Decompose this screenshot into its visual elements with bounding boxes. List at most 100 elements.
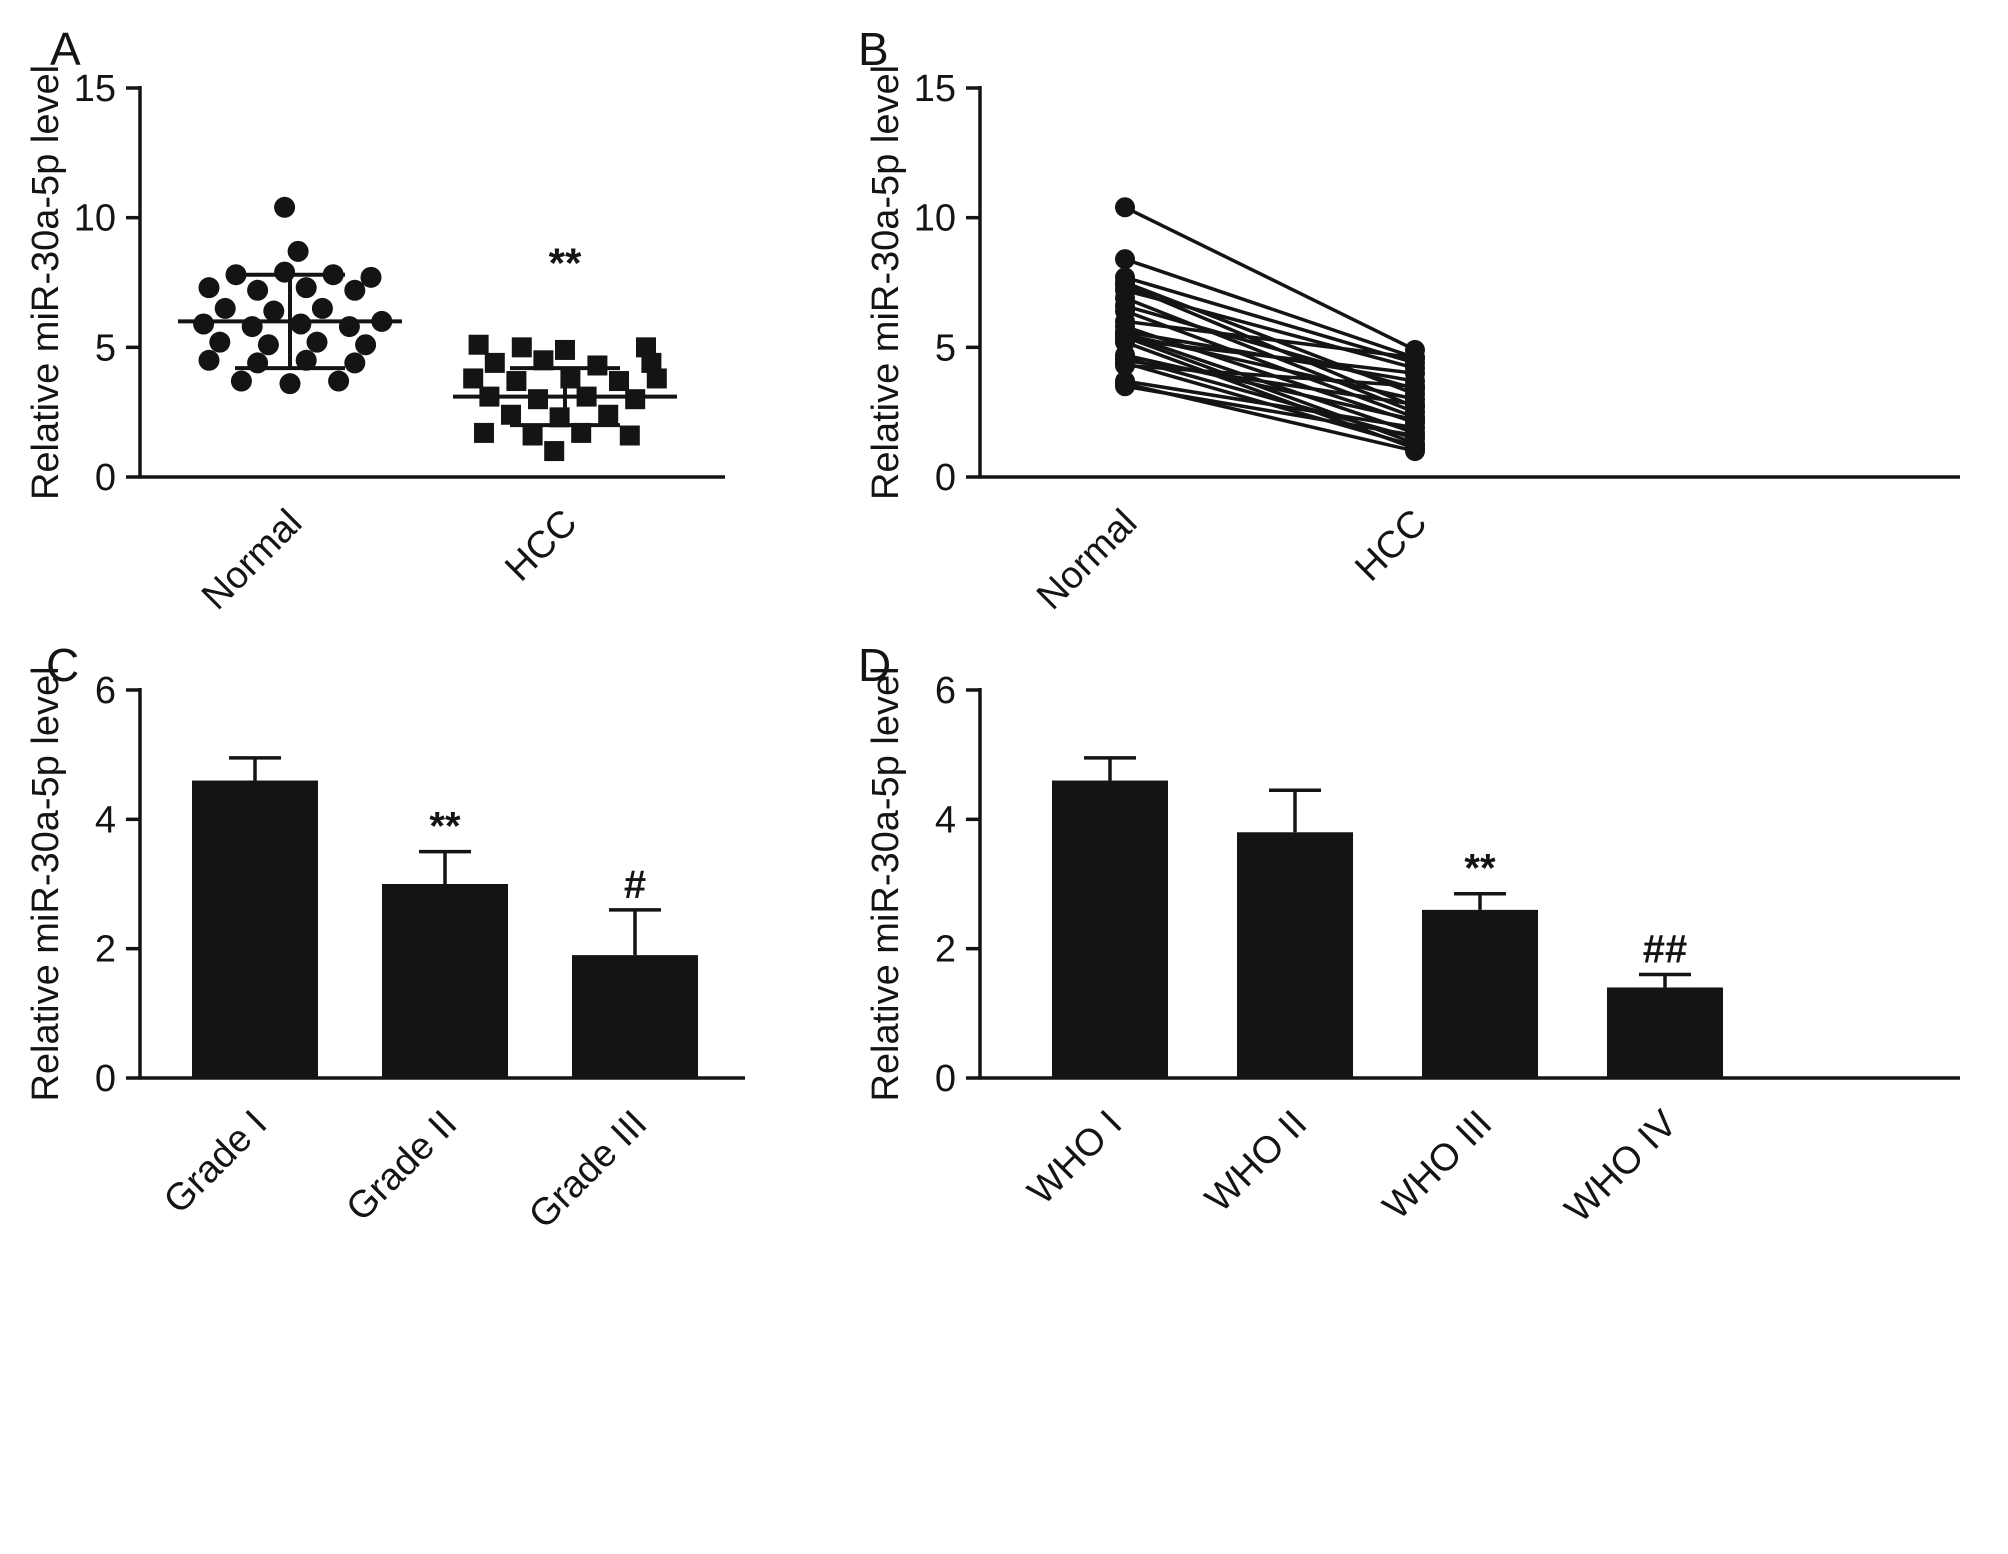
- pair-line: [1124, 356, 1416, 440]
- data-point: [609, 371, 629, 392]
- bar: [382, 884, 508, 1078]
- bar: [1237, 832, 1353, 1078]
- data-point: [306, 331, 328, 353]
- y-axis-title: Relative miR-30a-5p level: [865, 65, 907, 500]
- x-category-label: HCC: [497, 502, 585, 590]
- data-point: [241, 316, 263, 338]
- significance-annotation: **: [1464, 847, 1496, 891]
- data-point: [598, 404, 619, 425]
- data-point: [1405, 376, 1425, 397]
- data-point: [463, 368, 484, 389]
- data-point: [193, 313, 215, 335]
- pair-line: [1124, 379, 1416, 430]
- pair-line: [1124, 319, 1416, 360]
- x-category-label: WHO III: [1375, 1103, 1500, 1228]
- data-point: [1115, 376, 1135, 397]
- significance-annotation: #: [624, 863, 646, 907]
- data-point: [230, 370, 252, 392]
- data-point: [646, 368, 667, 389]
- bar: [1052, 780, 1168, 1078]
- bar-chart-grade: 0 2 4 6 Relative miR-30a-5p level Grade I Grad…: [0, 630, 840, 1554]
- y-tick-label: 0: [935, 457, 956, 499]
- y-tick-label: 2: [935, 929, 956, 971]
- data-point: [1405, 394, 1425, 415]
- y-tick-label: 0: [935, 1058, 956, 1100]
- mean-sd-marker: [178, 272, 402, 371]
- bar-chart-who: 0 2 4 6 Relative miR-30a-5p level WHO I WHO II…: [840, 630, 2008, 1554]
- y-tick-label: 10: [914, 198, 956, 240]
- data-point: [1405, 425, 1425, 446]
- series-normal: [193, 196, 393, 395]
- data-point: [484, 352, 505, 373]
- y-tick-label: 15: [914, 68, 956, 110]
- x-category-label: WHO I: [1020, 1103, 1130, 1213]
- data-point: [501, 404, 521, 425]
- data-point: [198, 349, 220, 371]
- x-category-label: HCC: [1347, 502, 1435, 590]
- data-point: [290, 313, 312, 335]
- panel-c: C 0 2 4 6 Relative miR-30a-5p level Grade I Gr…: [0, 630, 840, 1554]
- y-tick-label: 0: [95, 457, 116, 499]
- x-category-label: Grade I: [156, 1103, 275, 1222]
- data-point: [641, 352, 662, 373]
- data-point: [468, 334, 489, 355]
- data-point: [528, 389, 548, 410]
- data-point: [209, 331, 231, 353]
- pair-line: [1124, 337, 1416, 376]
- y-tick-label: 4: [95, 799, 116, 841]
- data-point: [625, 389, 646, 410]
- significance-annotation: **: [549, 239, 582, 286]
- bar: [1607, 987, 1723, 1078]
- panel-c-label: C: [46, 639, 80, 691]
- panel-d: D 0 2 4 6 Relative miR-30a-5p level WHO I WHO …: [840, 630, 2008, 1554]
- data-point: [295, 277, 317, 299]
- y-tick-label: 4: [935, 799, 956, 841]
- data-point: [247, 352, 269, 374]
- x-category-label: Normal: [194, 502, 310, 618]
- data-point: [1115, 355, 1135, 376]
- data-point: [263, 300, 285, 322]
- data-point: [1405, 441, 1425, 462]
- panel-b-label: B: [858, 23, 889, 75]
- x-category-label: WHO II: [1198, 1103, 1316, 1221]
- bar: [1422, 909, 1538, 1078]
- panel-a: A 0 5 10 15 Relative miR-30a-5p level Normal H…: [0, 0, 840, 630]
- panel-d-svg: 0 2 4 6 Relative miR-30a-5p level WHO I WHO II…: [865, 666, 1960, 1231]
- pair-line: [1124, 257, 1416, 360]
- x-category-label: Grade II: [339, 1103, 466, 1230]
- data-point: [533, 350, 554, 371]
- data-point: [344, 352, 366, 374]
- x-category-label: WHO IV: [1557, 1102, 1686, 1231]
- pair-line: [1124, 384, 1416, 438]
- data-point: [295, 349, 317, 371]
- data-point: [274, 196, 296, 218]
- y-tick-label: 5: [935, 327, 956, 369]
- significance-annotation: **: [429, 805, 461, 849]
- data-point: [544, 441, 565, 462]
- y-tick-label: 10: [74, 198, 116, 240]
- pair-line: [1124, 363, 1416, 388]
- data-point: [506, 371, 527, 392]
- paired-line-chart-normal-vs-hcc: 0 5 10 15 Relative miR-30a-5p level Normal HCC: [840, 0, 2008, 630]
- data-point: [571, 422, 592, 443]
- data-point: [1115, 249, 1135, 270]
- bar: [572, 955, 698, 1078]
- bars: ** ##: [1052, 756, 1723, 1078]
- data-point: [474, 422, 494, 443]
- y-tick-label: 5: [95, 327, 116, 369]
- data-point: [279, 373, 301, 395]
- significance-annotation: ##: [1643, 928, 1688, 972]
- data-point: [328, 370, 350, 392]
- data-point: [1405, 347, 1425, 368]
- data-point: [214, 297, 236, 319]
- pair-line: [1124, 275, 1416, 365]
- y-axis-title: Relative miR-30a-5p level: [865, 666, 907, 1101]
- scatter-chart-normal-vs-hcc: 0 5 10 15 Relative miR-30a-5p level Normal HCC…: [0, 0, 840, 630]
- y-tick-label: 6: [935, 670, 956, 712]
- data-point: [1115, 197, 1135, 218]
- y-tick-label: 6: [95, 670, 116, 712]
- panel-d-label: D: [858, 639, 892, 691]
- data-point: [619, 425, 640, 446]
- paired-lines: [1115, 197, 1425, 462]
